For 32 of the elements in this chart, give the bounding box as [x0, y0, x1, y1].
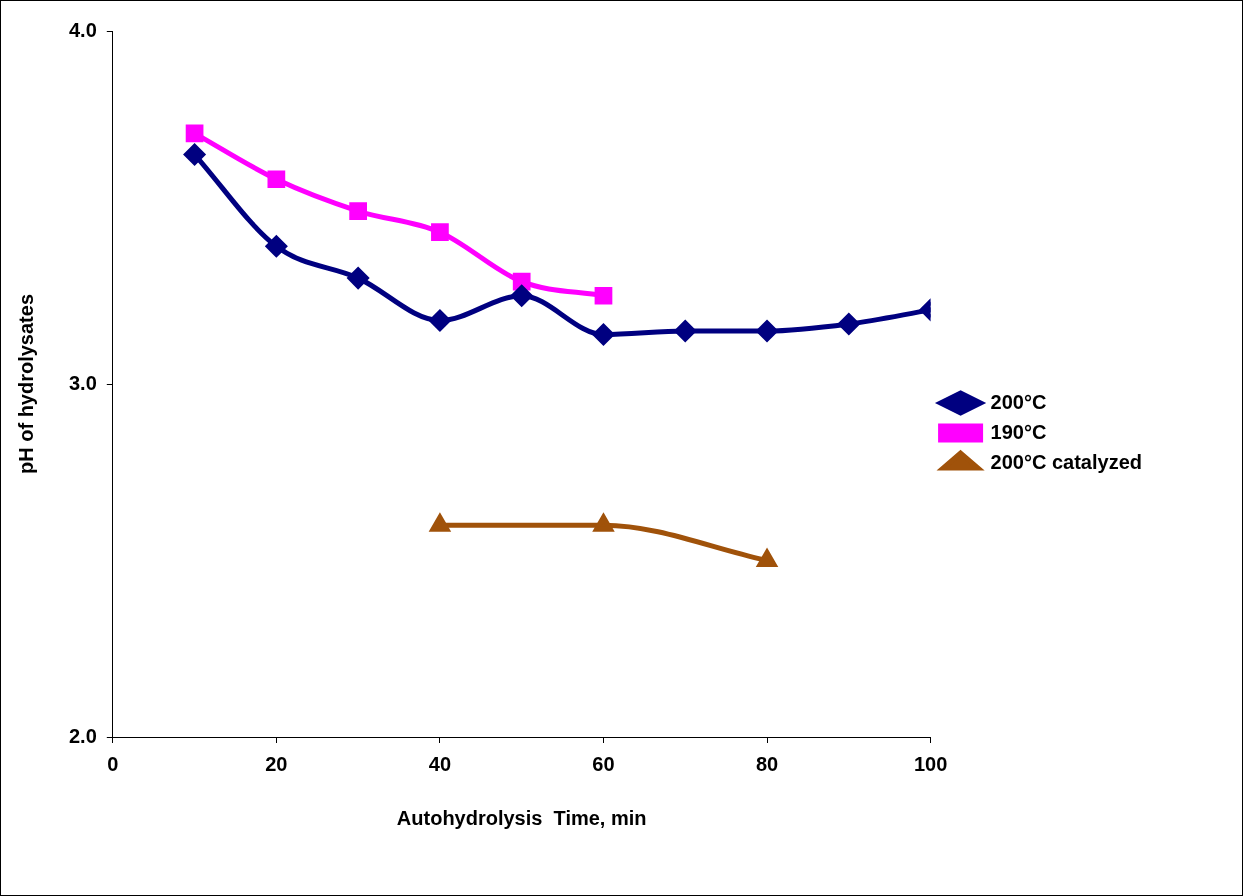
- point: [265, 235, 287, 257]
- point: [592, 324, 614, 346]
- y-axis-title: pH of hydrolysates: [14, 293, 37, 475]
- legend-label: 200°C catalyzed: [990, 450, 1143, 473]
- point: [428, 512, 451, 532]
- x-tick-label: 80: [755, 752, 779, 775]
- point: [347, 267, 369, 289]
- point: [185, 124, 204, 143]
- point: [512, 272, 531, 291]
- point: [429, 309, 451, 331]
- point: [511, 285, 533, 307]
- y-tick-label: 3.0: [68, 371, 97, 394]
- x-tick-label: 0: [107, 752, 119, 775]
- point: [594, 286, 613, 305]
- point: [756, 320, 778, 342]
- point: [267, 170, 286, 189]
- x-tick-label: 40: [428, 752, 452, 775]
- point: [838, 313, 860, 335]
- point: [755, 547, 779, 567]
- x-tick-label: 60: [592, 752, 615, 775]
- x-tick-label: 20: [265, 752, 288, 775]
- point: [592, 512, 615, 532]
- y-tick-label: 2.0: [68, 724, 97, 747]
- x-axis-title: Autohydrolysis Time, min: [396, 806, 647, 829]
- point: [184, 144, 206, 166]
- legend-label: 200°C: [990, 390, 1047, 413]
- point: [431, 223, 449, 242]
- point: [349, 202, 367, 220]
- x-tick-label: 100: [913, 752, 948, 775]
- y-tick-label: 4.0: [68, 18, 97, 41]
- point: [674, 320, 696, 342]
- legend-label: 190°C: [990, 420, 1047, 443]
